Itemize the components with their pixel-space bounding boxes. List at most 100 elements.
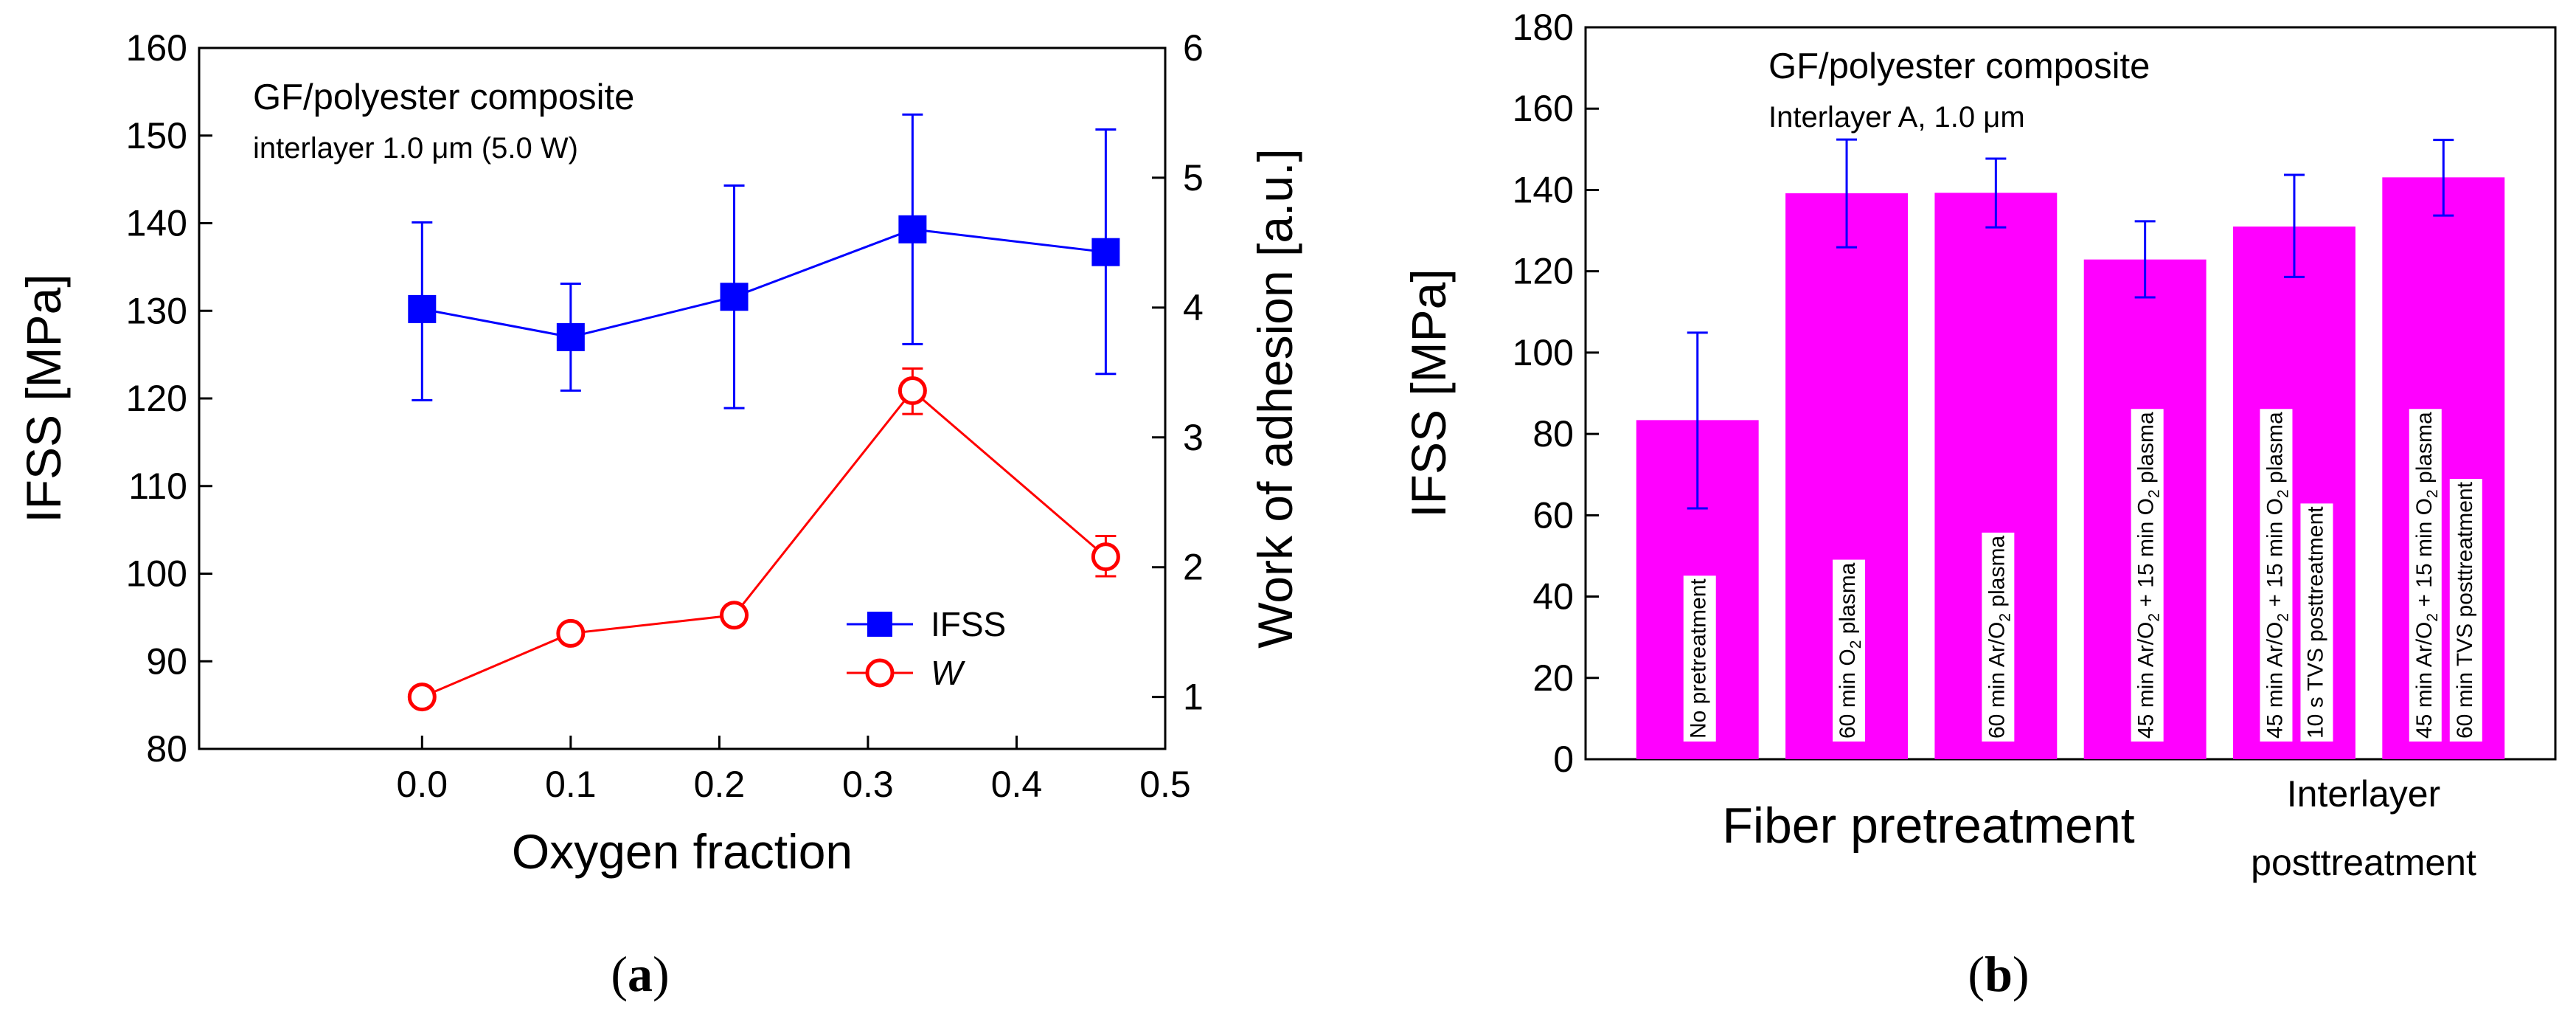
panel-a-axes: 80 90 100 110 120 130 140 150 160 1 2 3 4 5 6 0.0 0.1 0.2… — [126, 27, 1204, 805]
panel-a-x-tick-label: 0.1 — [545, 764, 597, 805]
panel-a-y-tick-label: 140 — [126, 203, 187, 244]
panel-a-y-tick-label: 150 — [126, 115, 187, 156]
bar-label-group: 60 min Ar/O2 plasma — [1982, 532, 2015, 742]
bar-label: 45 min Ar/O2 + 15 min O2 plasma — [2134, 412, 2163, 739]
panel-a-x-tick-label: 0.3 — [842, 764, 894, 805]
legend-w-label: W — [931, 654, 966, 692]
series-w-point — [407, 682, 437, 712]
series-ifss-point — [408, 294, 437, 323]
panel-a-x-tick-label: 0.4 — [991, 764, 1043, 805]
panel-a-y-axis-label: IFSS [MPa] — [16, 274, 71, 522]
panel-b-annotation-sub-prefix: Interlayer A, 1.0 — [1768, 101, 1983, 134]
panel-b-group-interlayer-line2: posttreatment — [2251, 842, 2476, 883]
bar-label-text: + 15 min O — [2263, 498, 2287, 613]
panel-b-y-tick-label: 160 — [1513, 88, 1574, 129]
panel-b-y-tick-label: 120 — [1513, 251, 1574, 292]
bar-label-background — [2409, 409, 2442, 742]
panel-b-annotation-title: GF/polyester composite — [1768, 46, 2150, 86]
bar-label-subscript: 2 — [2146, 613, 2163, 622]
panel-a-x-tick-label: 0.2 — [694, 764, 746, 805]
panel-b-y-tick-label: 60 — [1532, 494, 1574, 536]
bar-label-text: plasma — [2412, 412, 2437, 489]
bar-label-background — [1683, 576, 1716, 742]
bar — [2233, 227, 2355, 759]
series-w-point — [720, 601, 749, 630]
panel-a-y2-tick-label: 2 — [1183, 547, 1204, 588]
bar-label: 60 min Ar/O2 plasma — [1985, 536, 2013, 739]
panel-a-y-tick-label: 130 — [126, 290, 187, 331]
panel-b-plot-frame — [1584, 26, 2557, 761]
panel-a-series — [407, 113, 1120, 712]
bar — [2382, 177, 2505, 760]
bar-label-text: + 15 min O — [2134, 498, 2159, 613]
series-ifss-point — [720, 283, 749, 311]
panel-a-x-axis-label: Oxygen fraction — [512, 824, 853, 879]
panel-a-y-tick-label: 160 — [126, 27, 187, 69]
bar-label-text: 60 min O — [1836, 649, 1860, 739]
bar-label-text: plasma — [1836, 562, 1860, 640]
bar-label-subscript: 2 — [2424, 613, 2441, 622]
panel-a-y-tick-label: 100 — [126, 553, 187, 595]
bar-label-group: 60 min O2 plasma — [1833, 559, 1866, 742]
panel-b-y-tick-label: 80 — [1532, 413, 1574, 455]
panel-a-y-tick-label: 120 — [126, 378, 187, 419]
bar-label: No pretreatment — [1687, 578, 1711, 739]
bar-label-text: plasma — [2134, 412, 2159, 489]
panel-a-y2-axis-label: Work of adhesion [a.u.] — [1248, 148, 1302, 649]
legend-ifss-label: IFSS — [931, 605, 1006, 643]
panel-b-chart: 0 20 40 60 80 100 120 140 160 180 No pretreatment… — [1401, 7, 2557, 1002]
bar-label-subscript: 2 — [2274, 613, 2291, 622]
panel-a-y2-tick-label: 4 — [1183, 287, 1204, 328]
bar-label: 45 min Ar/O2 + 15 min O2 plasma — [2263, 412, 2291, 739]
panel-b-y-tick-label: 0 — [1553, 739, 1574, 780]
panel-a-annotation-sub: interlayer 1.0 μm (5.0 W) — [253, 132, 578, 165]
panel-b-caption: (b) — [1968, 946, 2029, 1002]
series-ifss-line — [422, 228, 1106, 339]
series-w-line — [421, 389, 1107, 699]
bar-label-text: 60 min TVS posttreatment — [2453, 481, 2477, 739]
bar-label-text: plasma — [1985, 536, 2009, 613]
bar-label-text: + 15 min O — [2412, 498, 2437, 613]
bar-label-group: 45 min Ar/O2 + 15 min O2 plasma — [2260, 409, 2293, 742]
series-ifss-point — [1091, 238, 1120, 266]
bar-label-group: 10 s TVS posttreatment — [2300, 503, 2333, 742]
panel-a-annotation-sub-unit: μm — [431, 132, 473, 165]
bar-label-subscript: 2 — [2424, 489, 2441, 498]
panel-a-x-tick-label: 0.5 — [1139, 764, 1191, 805]
series-w-point — [556, 618, 586, 648]
bar-label-subscript: 2 — [2146, 489, 2163, 498]
legend-ifss-marker — [867, 612, 892, 637]
panel-a-y2-tick-label: 1 — [1183, 677, 1204, 718]
bar-label-text: 45 min Ar/O — [2412, 622, 2437, 739]
panel-a-y-tick-label: 90 — [146, 640, 187, 682]
bar-label-subscript: 2 — [2274, 489, 2291, 498]
panel-b-y-tick-label: 100 — [1513, 332, 1574, 373]
panel-a-y2-tick-label: 3 — [1183, 417, 1204, 458]
bar-label: 60 min TVS posttreatment — [2453, 481, 2477, 739]
bar-label-text: 45 min Ar/O — [2134, 622, 2159, 739]
panel-a-annotation-sub-prefix: interlayer 1.0 — [253, 132, 431, 165]
panel-a-caption: (a) — [611, 946, 669, 1002]
bar-label-group: No pretreatment — [1683, 576, 1716, 742]
bar-label-group: 45 min Ar/O2 + 15 min O2 plasma — [2409, 409, 2442, 742]
panel-a-annotation-sub-suffix: (5.0 W) — [473, 132, 578, 165]
panel-a-caption-letter: a — [628, 946, 653, 1002]
panel-a-chart: 80 90 100 110 120 130 140 150 160 1 2 3 4 5 6 0.0 0.1 0.2… — [16, 27, 1302, 1002]
bar-label-group: 45 min Ar/O2 + 15 min O2 plasma — [2131, 409, 2164, 742]
panel-b-group-fiber: Fiber pretreatment — [1722, 798, 2134, 854]
panel-b-annotation-sub-unit: μm — [1983, 101, 2024, 134]
panel-b-y-tick-label: 20 — [1532, 657, 1574, 699]
bar-label-background — [1982, 532, 2015, 742]
panel-b-annotation-sub: Interlayer A, 1.0 μm — [1768, 101, 2025, 134]
series-w-point — [898, 376, 927, 405]
series-ifss-point — [898, 215, 927, 243]
panel-b-axes: 0 20 40 60 80 100 120 140 160 180 — [1513, 7, 1599, 780]
series-ifss-point — [556, 322, 585, 351]
bar-label: 60 min O2 plasma — [1836, 562, 1864, 739]
bar-label-text: 45 min Ar/O — [2263, 622, 2287, 739]
bar-label-subscript: 2 — [1996, 613, 2013, 622]
panel-b-y-tick-label: 180 — [1513, 7, 1574, 48]
bar-label-text: 10 s TVS posttreatment — [2303, 506, 2327, 739]
